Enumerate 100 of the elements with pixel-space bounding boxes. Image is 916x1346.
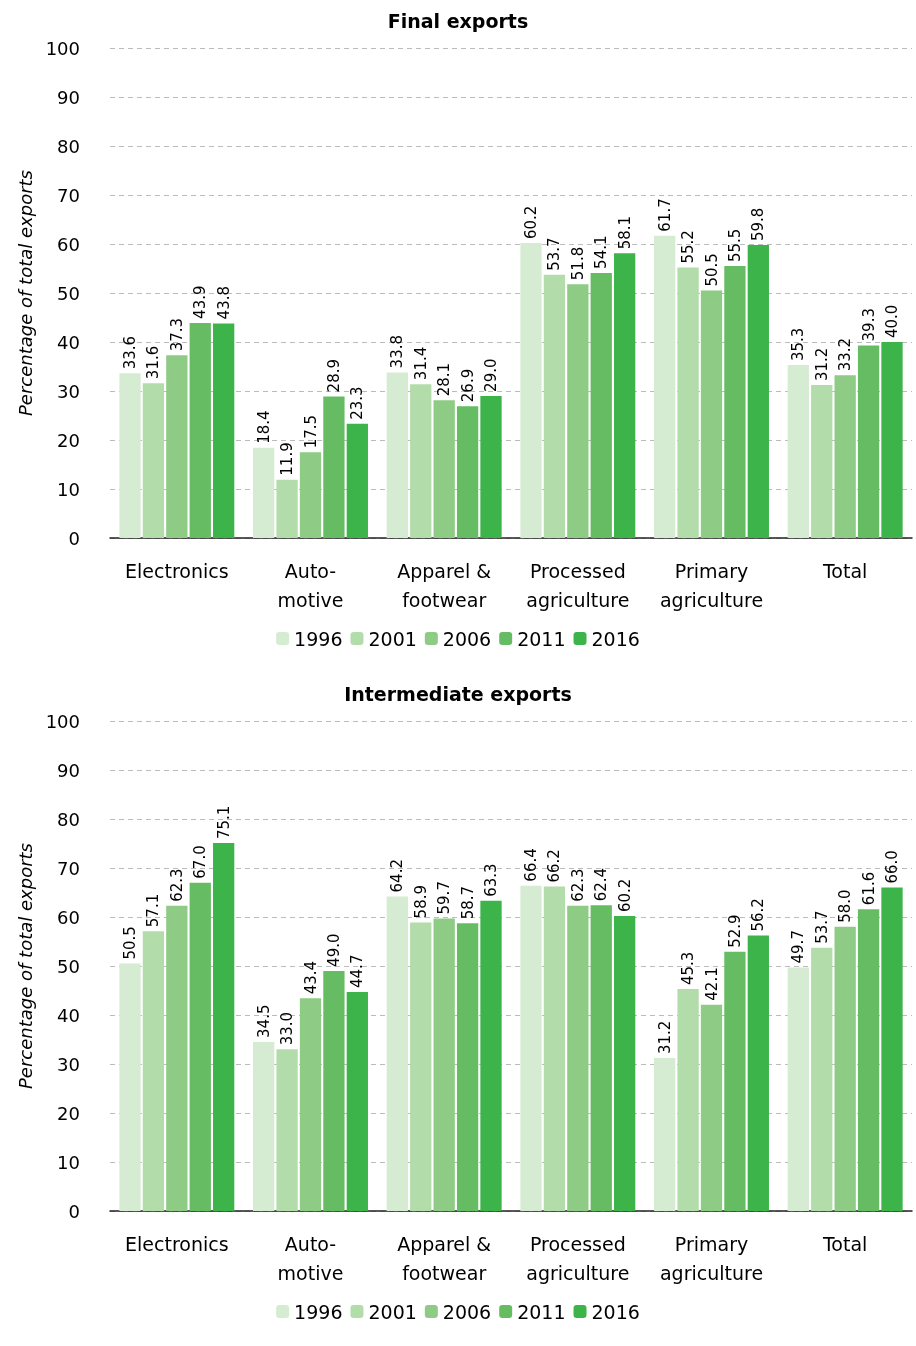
bar [614,916,636,1211]
data-label: 62.3 [568,868,587,902]
y-tick-label: 90 [57,86,80,108]
bar [857,909,880,1211]
x-tick-label: Electronics [125,559,229,582]
data-label: 49.0 [324,933,343,967]
data-label: 28.9 [324,358,343,393]
data-label: 23.3 [348,386,367,420]
data-label: 31.2 [655,1020,674,1055]
bar [410,384,432,538]
data-label: 57.1 [144,893,163,928]
bar [834,375,856,538]
y-tick-label: 0 [68,1200,80,1222]
bar [119,373,141,538]
data-label: 54.1 [592,235,611,269]
bar [811,385,833,538]
bar [677,989,699,1211]
bar [433,918,455,1211]
data-label: 59.7 [435,881,454,915]
bar [724,951,746,1211]
data-label: 66.4 [522,848,540,882]
bar [433,400,455,538]
data-label: 53.7 [545,237,564,271]
data-label: 43.4 [301,960,320,995]
data-label: 60.2 [522,205,540,240]
bar [747,244,769,538]
bar [747,935,769,1211]
y-tick-label: 80 [57,135,80,157]
bar [386,896,408,1211]
y-tick-label: 10 [57,478,80,500]
bar [857,345,880,538]
bar [166,355,188,538]
data-label: 33.2 [836,337,855,372]
y-tick-label: 70 [57,857,80,879]
x-tick-label: Total [821,559,868,582]
x-tick-label: Auto- motive [277,559,344,611]
bar [346,991,368,1211]
bar [456,406,479,538]
x-tick-label: Apparel & footwear [397,1232,492,1284]
data-label: 29.0 [482,358,500,392]
data-label: 26.9 [458,368,477,403]
bar [189,322,211,538]
data-label: 67.0 [191,845,210,879]
data-label: 58.0 [836,889,855,923]
data-label: 42.1 [702,967,721,1001]
data-label: 62.4 [592,867,611,902]
data-label: 31.4 [411,346,430,381]
bar [590,905,612,1211]
bar [346,423,368,538]
y-tick-label: 40 [57,1004,80,1026]
data-label: 58.7 [458,885,477,920]
legend-label: 1996 [294,1300,343,1323]
data-label: 43.9 [191,285,210,319]
legend-label: 1996 [294,627,343,650]
data-label: 11.9 [278,442,297,476]
data-label: 56.2 [749,898,768,932]
legend-label: 2006 [442,1300,492,1323]
bar [166,905,188,1211]
data-label: 63.3 [482,863,500,897]
data-label: 52.9 [725,914,744,948]
data-label: 75.1 [214,805,233,840]
data-label: 51.8 [568,246,587,281]
data-label: 53.7 [812,910,831,944]
legend-label: 2016 [591,1300,640,1323]
bar [543,886,566,1211]
y-tick-label: 50 [57,955,80,977]
legend-label: 2011 [517,1300,566,1323]
bar [276,479,298,538]
data-label: 66.2 [545,849,564,883]
y-tick-label: 20 [57,1102,80,1124]
data-label: 43.8 [214,285,233,320]
y-tick-label: 0 [68,527,80,549]
bar [299,998,322,1211]
bar [543,274,566,538]
y-tick-label: 70 [57,184,80,206]
bar [881,887,903,1211]
y-tick-label: 40 [57,331,80,353]
data-label: 61.7 [655,198,674,232]
data-label: 31.6 [144,345,163,380]
bar [323,970,345,1211]
bar [567,284,589,538]
bar [213,843,235,1211]
bar [724,266,746,538]
data-label: 33.8 [388,334,407,369]
data-label: 34.5 [254,1004,273,1038]
data-label: 50.5 [121,926,139,960]
chart-title: Final exports [387,9,529,32]
bar [119,963,141,1211]
data-label: 18.4 [254,410,273,444]
y-tick-label: 60 [57,233,80,255]
data-label: 33.0 [278,1011,297,1046]
legend-label: 2001 [368,1300,417,1323]
data-label: 62.3 [167,868,186,902]
y-axis-title: Percentage of total exports [15,170,37,416]
y-axis-title: Percentage of total exports [15,843,37,1089]
legend-label: 2006 [442,627,492,650]
x-tick-label: Total [821,1232,868,1255]
data-label: 55.5 [725,228,744,263]
bar [654,1058,676,1211]
data-label: 44.7 [348,954,367,988]
